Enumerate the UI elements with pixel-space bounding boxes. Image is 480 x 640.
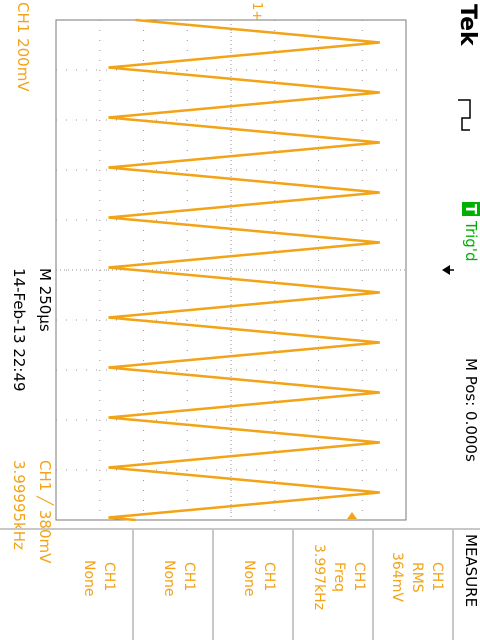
trigger-marker-label: 1+ <box>250 2 263 21</box>
trig-state-label: Trig'd <box>462 221 480 261</box>
item-source: CH1 <box>182 562 196 591</box>
item-type: None <box>162 560 176 597</box>
position-readout: M Pos: 0.000s <box>463 358 478 462</box>
trigger-setting-label: CH1 ╱ 380mV <box>37 460 52 563</box>
datetime-label: 14-Feb-13 22:49 <box>11 268 26 392</box>
item-source: CH1 <box>262 562 276 591</box>
trig-badge: T <box>462 202 480 216</box>
measure-item-4[interactable]: CH1 None <box>134 530 212 640</box>
item-type: None <box>82 560 96 597</box>
item-source: CH1 <box>430 562 444 591</box>
item-type: None <box>242 560 256 597</box>
measure-item-freq[interactable]: CH1 Freq 3.997kHz <box>294 530 372 640</box>
channel-scale-label: CH1 200mV <box>15 2 30 92</box>
trigger-position-marker <box>347 512 357 519</box>
menu-divider <box>452 528 454 640</box>
measure-item-5[interactable]: CH1 None <box>54 530 132 640</box>
trigger-state: T Trig'd <box>463 202 478 261</box>
item-value: 3.997kHz <box>312 544 326 610</box>
item-source: CH1 <box>102 562 116 591</box>
frequency-readout: 3.99995kHz <box>11 460 26 550</box>
item-type: RMS <box>410 562 424 593</box>
measure-item-rms[interactable]: CH1 RMS 364mV <box>374 530 452 640</box>
menu-title-label: MEASURE <box>463 534 478 607</box>
brand-logo: Tek <box>456 4 478 46</box>
measure-item-3[interactable]: CH1 None <box>214 530 292 640</box>
item-type: Freq <box>332 562 346 592</box>
rising-edge-icon <box>458 100 470 130</box>
timebase-label: M 250µs <box>37 268 52 332</box>
item-source: CH1 <box>352 562 366 591</box>
time-center-arrow <box>442 265 450 275</box>
item-value: 364mV <box>390 552 404 602</box>
